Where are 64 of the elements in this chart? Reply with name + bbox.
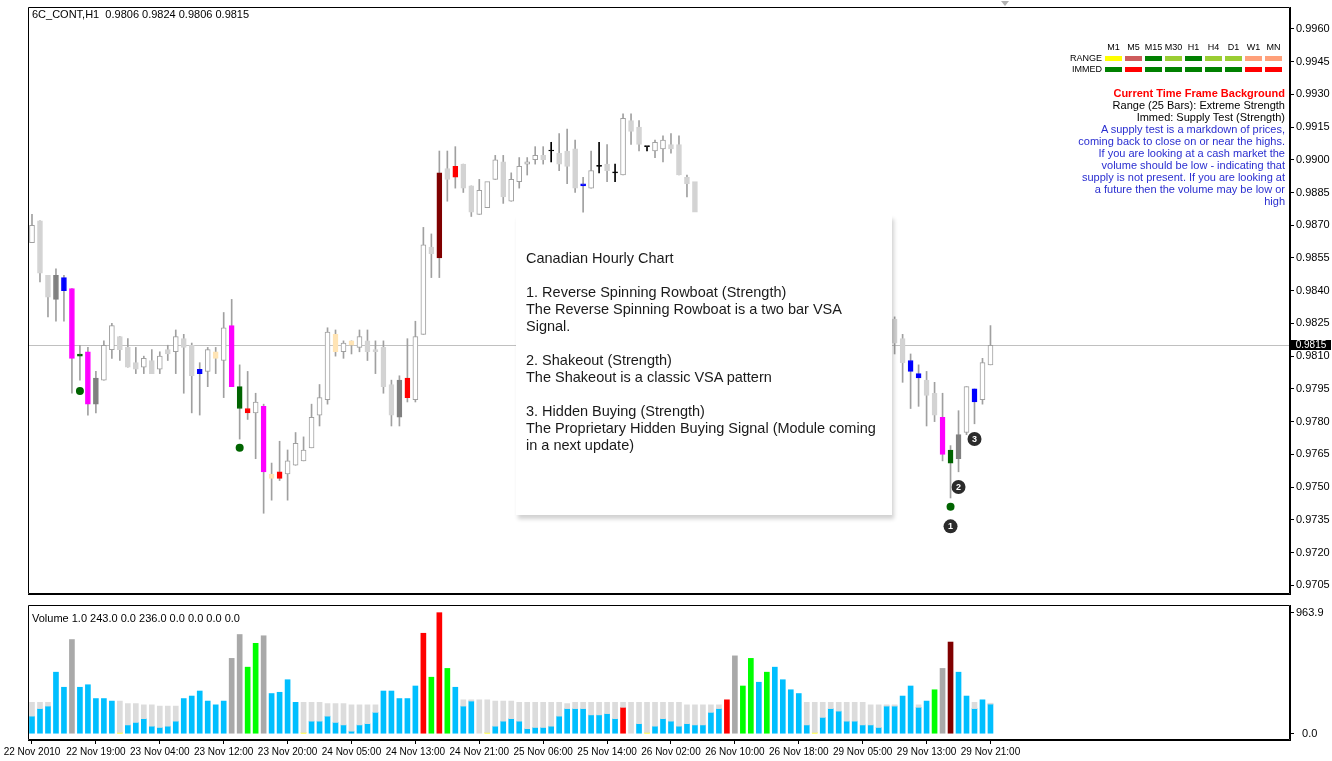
ref-line-label: 0.9815 <box>1295 339 1327 351</box>
x-tick-label: 22 Nov 19:00 <box>66 745 127 757</box>
x-tick-label: 25 Nov 14:00 <box>577 745 638 757</box>
chart-title: 6C_CONT,H1 0.9806 0.9824 0.9806 0.9815 <box>32 8 250 21</box>
category-label: RANGE <box>1069 53 1102 63</box>
annotation: 2 <box>956 482 962 493</box>
category-label: W1 <box>1245 42 1262 52</box>
y-tick-label: 0.9840 <box>1295 283 1330 296</box>
category-label: M15 <box>1143 42 1164 52</box>
x-tick-label: 29 Nov 21:00 <box>960 745 1021 757</box>
x-tick-label: 24 Nov 13:00 <box>385 745 446 757</box>
x-tick-label: 22 Nov 2010 <box>3 745 61 757</box>
y-tick-label: 0.9765 <box>1295 447 1330 460</box>
annotation: The Proprietary Hidden Buying Signal (Module coming in a next update) <box>526 420 877 454</box>
annotation: 1 <box>948 521 954 532</box>
y-tick-label: 0.9960 <box>1295 21 1330 34</box>
x-tick-label: 26 Nov 10:00 <box>705 745 766 757</box>
y-tick-label: 963.9 <box>1296 605 1324 618</box>
y-tick-label: 0.9780 <box>1295 414 1330 427</box>
category-label: M30 <box>1163 42 1184 52</box>
x-tick-label: 24 Nov 21:00 <box>449 745 510 757</box>
category-label: M5 <box>1126 42 1141 52</box>
x-tick-label: 26 Nov 02:00 <box>641 745 702 757</box>
y-tick-label: 0.9885 <box>1295 185 1330 198</box>
annotation: A supply test is a markdown of prices, coming back to close on or near the highs. If you are looking at a cash market the volume should be low - indicating that supply is not present. If you are looking at a future then the volume may be low or high <box>1077 123 1285 207</box>
y-tick-label: 0.9750 <box>1295 480 1330 493</box>
y-tick-label: 0.9795 <box>1295 381 1330 394</box>
y-tick-label: 0.9915 <box>1295 120 1330 133</box>
text: Current Time Frame Background <box>1112 87 1285 99</box>
x-tick-label: 23 Nov 20:00 <box>257 745 318 757</box>
x-tick-label: 24 Nov 05:00 <box>321 745 382 757</box>
annotation: Range (25 Bars): Extreme Strength <box>1111 99 1285 111</box>
y-tick-label: 0.9705 <box>1295 578 1330 591</box>
y-tick-label: 0.9810 <box>1295 349 1330 362</box>
annotation: The Reverse Spinning Rowboat is a two bar VSA Signal. <box>526 301 843 335</box>
annotation: The Shakeout is a classic VSA pattern <box>526 369 773 386</box>
category-label: D1 <box>1226 42 1241 52</box>
y-tick-label: 0.9825 <box>1295 316 1330 329</box>
y-tick-label: 0.9720 <box>1295 545 1330 558</box>
y-tick-label: 0.9735 <box>1295 512 1330 525</box>
annotation: 1. Reverse Spinning Rowboat (Strength) <box>526 284 788 301</box>
x-tick-label: 23 Nov 04:00 <box>130 745 190 757</box>
annotation: Immed: Supply Test (Strength) <box>1135 111 1285 123</box>
annotation: 2. Shakeout (Strength) <box>526 352 673 369</box>
y-tick-label: 0.9855 <box>1295 250 1330 263</box>
y-tick-label: 0.9930 <box>1295 87 1330 100</box>
y-tick-label: 0.9870 <box>1295 218 1330 231</box>
y-tick-label: 0.0 <box>1302 726 1318 739</box>
x-tick-label: 29 Nov 13:00 <box>896 745 957 757</box>
x-tick-label: 26 Nov 18:00 <box>769 745 829 757</box>
annotation: Canadian Hourly Chart <box>526 250 675 267</box>
text: Volume 1.0 243.0 0.0 236.0 0.0 0.0 0.0 0.0 <box>32 612 240 625</box>
y-tick-label: 0.9900 <box>1295 152 1330 165</box>
annotation: 3 <box>971 434 978 445</box>
x-tick-label: 23 Nov 12:00 <box>193 745 254 757</box>
x-tick-label: 25 Nov 06:00 <box>513 745 574 757</box>
x-tick-label: 29 Nov 05:00 <box>832 745 893 757</box>
category-label: IMMED <box>1072 64 1102 74</box>
category-label: H1 <box>1186 42 1201 52</box>
annotation: 3. Hidden Buying (Strength) <box>526 403 706 420</box>
category-label: H4 <box>1206 42 1221 52</box>
category-label: MN <box>1265 42 1282 52</box>
y-tick-label: 0.9945 <box>1295 54 1330 67</box>
category-label: M1 <box>1106 42 1121 52</box>
